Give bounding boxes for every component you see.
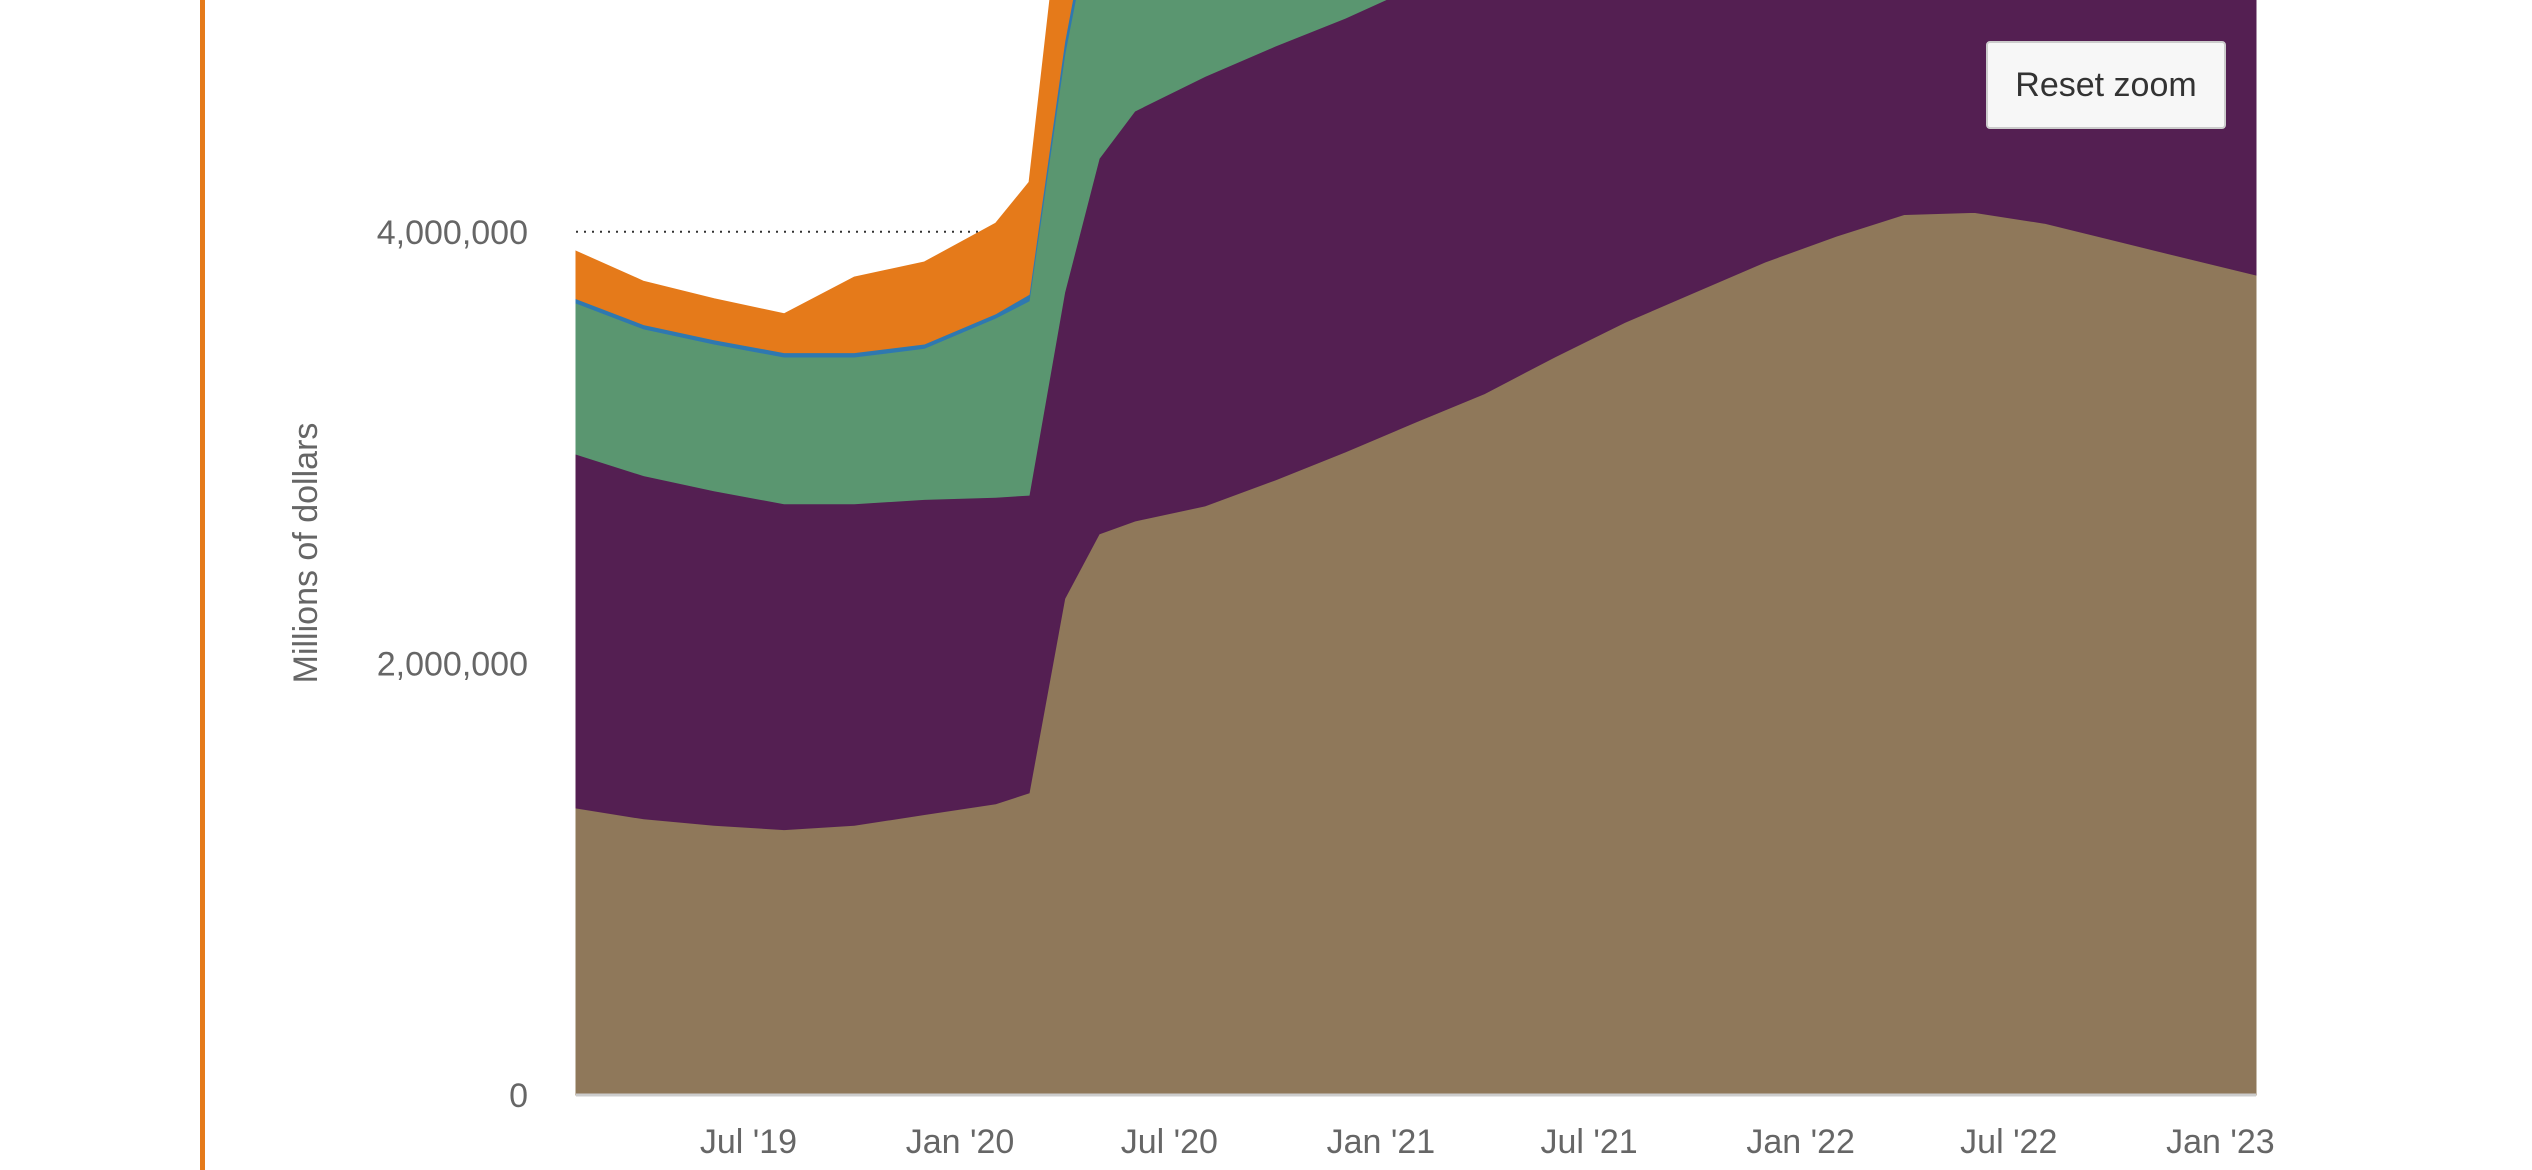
y-axis-label: Millions of dollars	[287, 423, 325, 684]
x-axis-ticks: Jul '19 Jan '20 Jul '20 Jan '21 Jul '21 Jan '…	[700, 1123, 2275, 1161]
area-series-3	[575, 0, 1387, 505]
area-series-5	[575, 0, 1074, 354]
y-tick-label: 2,000,000	[377, 645, 528, 683]
x-tick-label: Jul '22	[1960, 1123, 2057, 1161]
x-tick-label: Jan '23	[2166, 1123, 2275, 1161]
reset-zoom-button[interactable]: Reset zoom	[1986, 41, 2226, 129]
x-tick-label: Jul '20	[1121, 1123, 1218, 1161]
area-series-4	[575, 0, 1076, 358]
stacked-areas	[575, 0, 2257, 1096]
x-tick-label: Jan '20	[906, 1123, 1015, 1161]
y-axis-ticks: 02,000,0004,000,0006,000,0008,000,00010,…	[377, 214, 528, 1115]
y-tick-label: 0	[509, 1077, 528, 1115]
y-tick-label: 4,000,000	[377, 214, 528, 252]
x-tick-label: Jan '22	[1746, 1123, 1855, 1161]
left-border-accent	[200, 0, 205, 1170]
x-tick-label: Jul '19	[700, 1123, 797, 1161]
x-tick-label: Jan '21	[1327, 1123, 1436, 1161]
x-tick-label: Jul '21	[1540, 1123, 1637, 1161]
